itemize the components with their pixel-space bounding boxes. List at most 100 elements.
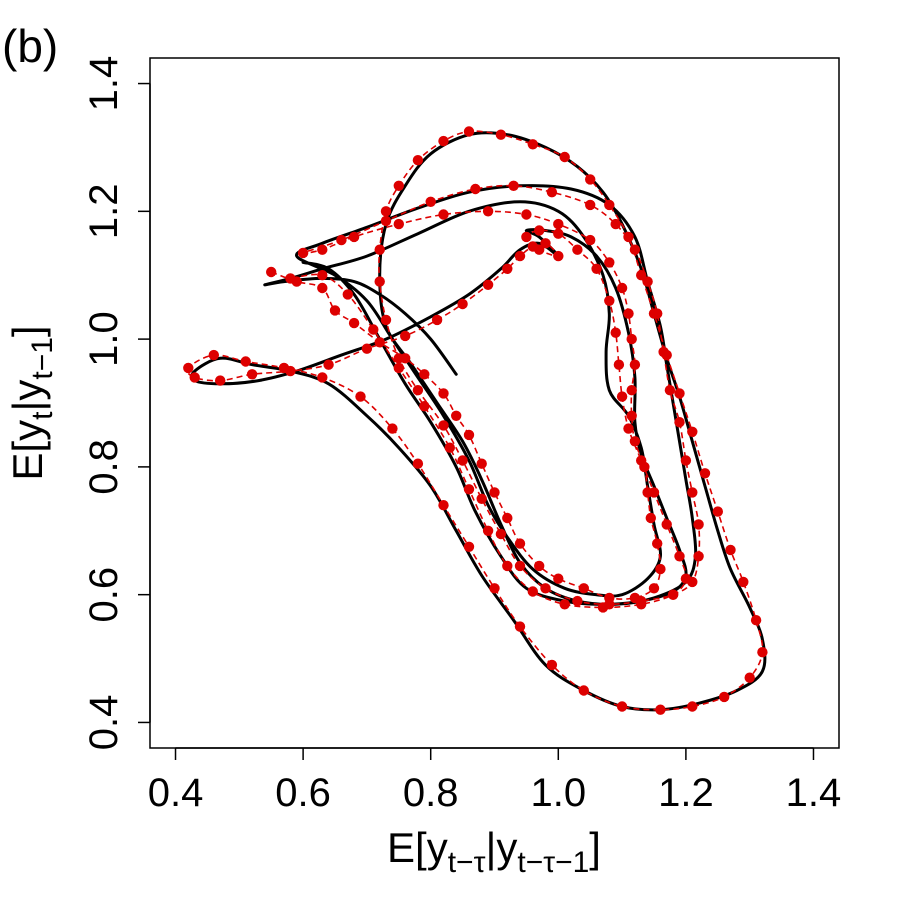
data-point — [680, 455, 692, 466]
y-axis: 0.4 0.6 0.8 1.0 1.2 1.4 — [82, 56, 151, 750]
data-point — [438, 388, 449, 399]
data-point — [559, 599, 570, 610]
data-point — [412, 385, 424, 396]
data-point — [648, 308, 660, 319]
data-point — [476, 493, 487, 504]
data-point — [463, 484, 475, 495]
data-point — [553, 228, 564, 239]
x-title-end: ] — [589, 824, 601, 871]
x-title-mid: |y — [485, 824, 517, 871]
data-point — [553, 573, 564, 584]
data-point — [317, 270, 328, 281]
data-point — [591, 263, 602, 274]
data-point — [380, 206, 392, 217]
data-point — [457, 298, 468, 310]
data-point — [323, 359, 334, 370]
data-point — [616, 282, 628, 294]
data-point — [470, 183, 481, 195]
data-point — [597, 602, 609, 613]
data-point — [374, 337, 385, 348]
data-point — [240, 356, 251, 367]
data-point — [626, 410, 637, 421]
data-point — [527, 139, 538, 150]
data-point — [610, 327, 621, 338]
data-point — [374, 244, 385, 255]
data-point — [636, 599, 647, 610]
data-point — [502, 512, 513, 524]
data-point — [636, 455, 647, 466]
data-point — [585, 174, 596, 185]
data-point — [585, 234, 596, 246]
data-point — [482, 525, 494, 536]
data-point — [652, 538, 663, 549]
data-point — [348, 231, 360, 243]
data-point — [613, 359, 625, 370]
data-point — [738, 576, 749, 588]
data-point — [674, 551, 685, 562]
data-point — [463, 429, 475, 441]
data-point — [629, 436, 641, 447]
y-title-main: E[y — [4, 420, 51, 481]
data-point — [183, 362, 194, 374]
data-point — [489, 583, 500, 594]
data-point — [451, 410, 462, 421]
x-axis-title: E[yt−τ|yt−τ−1] — [387, 824, 601, 879]
x-tick-label: 1.4 — [786, 771, 842, 815]
x-title-main: E[y — [387, 824, 448, 871]
data-point — [655, 563, 666, 575]
data-point — [482, 279, 494, 290]
data-point — [540, 583, 551, 594]
data-point — [393, 180, 404, 191]
data-point — [419, 369, 430, 380]
y-tick-label: 0.6 — [82, 567, 126, 623]
data-point — [616, 391, 628, 402]
data-point — [463, 126, 475, 137]
data-point — [674, 388, 685, 399]
panel-label: (b) — [2, 20, 58, 72]
y-tick-label: 0.8 — [82, 439, 126, 495]
data-point — [645, 512, 656, 524]
data-point — [687, 701, 698, 712]
data-point — [380, 215, 392, 227]
data-point — [393, 353, 404, 364]
data-point — [750, 615, 762, 626]
data-point — [297, 247, 309, 259]
data-point — [648, 487, 660, 498]
data-point — [578, 685, 589, 696]
data-point — [664, 385, 676, 396]
data-point — [559, 151, 570, 163]
data-point — [604, 295, 615, 306]
data-point — [629, 244, 641, 255]
x-title-sub2: t−τ−1 — [517, 846, 589, 879]
data-point — [661, 519, 672, 530]
data-point — [463, 541, 475, 552]
data-point — [400, 330, 411, 342]
data-point — [540, 238, 551, 249]
data-point — [712, 506, 723, 517]
data-point — [502, 263, 513, 274]
data-point — [393, 218, 404, 230]
data-point — [508, 180, 519, 191]
data-point — [514, 250, 526, 262]
data-point — [667, 589, 679, 600]
data-point — [342, 289, 353, 300]
data-point — [616, 701, 628, 712]
data-point — [495, 528, 507, 540]
data-point — [348, 317, 360, 329]
data-point — [610, 218, 621, 230]
data-point — [419, 401, 430, 412]
data-point — [604, 257, 615, 268]
data-point — [380, 314, 392, 326]
data-point — [393, 362, 404, 374]
data-point — [725, 544, 736, 556]
data-point — [514, 621, 526, 632]
x-axis: 0.4 0.6 0.8 1.0 1.2 1.4 — [148, 747, 842, 815]
data-point — [457, 455, 468, 466]
data-point — [438, 135, 449, 147]
data-point — [572, 244, 583, 255]
data-point — [604, 199, 615, 211]
data-point — [482, 206, 494, 217]
data-point — [626, 385, 637, 396]
data-point — [585, 199, 596, 211]
y-title-mid: |y — [4, 380, 51, 412]
